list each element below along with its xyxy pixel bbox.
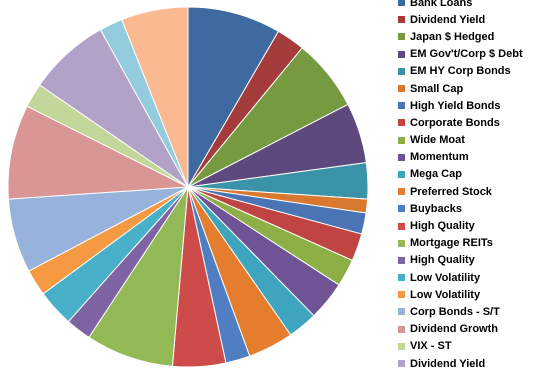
legend-item: Dividend Yield <box>398 11 558 28</box>
legend-label: Dividend Yield <box>410 13 486 26</box>
legend-label: Low Volatility <box>410 288 481 301</box>
legend-label: Japan $ Hedged <box>410 30 495 43</box>
legend-swatch <box>398 222 405 230</box>
legend-label: Momentum <box>410 151 469 164</box>
legend-label: Corporate Bonds <box>410 116 500 129</box>
legend-swatch <box>398 67 405 75</box>
chart-legend: Bank Loans Dividend Yield Japan $ Hedged EM… <box>398 0 558 372</box>
legend-swatch <box>398 205 405 213</box>
pie-chart <box>7 6 369 368</box>
legend-label: High Quality <box>410 220 475 233</box>
legend-swatch <box>398 0 405 7</box>
legend-item: High Quality <box>398 252 558 269</box>
legend-label: High Quality <box>410 254 475 267</box>
legend-item: Low Volatility <box>398 269 558 286</box>
legend-item: Preferred Stock <box>398 183 558 200</box>
legend-label: EM HY Corp Bonds <box>410 65 511 78</box>
legend-swatch <box>398 102 405 110</box>
legend-item: VIX - ST <box>398 338 558 355</box>
legend-label: Preferred Stock <box>410 185 492 198</box>
legend-label: EM Gov't/Corp $ Debt <box>410 48 523 61</box>
legend-swatch <box>398 85 405 93</box>
legend-item: Japan $ Hedged <box>398 28 558 45</box>
legend-item: Small Cap <box>398 80 558 97</box>
legend-item: Mortgage REITs <box>398 235 558 252</box>
legend-label: Mega Cap <box>410 168 462 181</box>
legend-item: High Yield Bonds <box>398 97 558 114</box>
legend-swatch <box>398 33 405 41</box>
legend-swatch <box>398 50 405 58</box>
legend-label: Bank Loans <box>410 0 473 9</box>
legend-swatch <box>398 308 405 316</box>
legend-item: High Quality <box>398 217 558 234</box>
legend-swatch <box>398 119 405 127</box>
pie-slice-0 <box>187 6 280 189</box>
legend-item: EM HY Corp Bonds <box>398 63 558 80</box>
legend-label: Wide Moat <box>410 134 465 147</box>
legend-item: Corporate Bonds <box>398 114 558 131</box>
legend-item: Buybacks <box>398 200 558 217</box>
legend-swatch <box>398 325 405 333</box>
legend-swatch <box>398 239 405 247</box>
legend-swatch <box>398 360 405 368</box>
legend-swatch <box>398 16 405 24</box>
legend-label: Dividend Yield <box>410 357 486 370</box>
legend-label: Corp Bonds - S/T <box>410 305 500 318</box>
legend-item: Wide Moat <box>398 132 558 149</box>
legend-swatch <box>398 256 405 264</box>
legend-label: Buybacks <box>410 202 462 215</box>
legend-item: Momentum <box>398 149 558 166</box>
legend-item: Dividend Yield <box>398 355 558 372</box>
legend-item: Bank Loans <box>398 0 558 11</box>
legend-label: VIX - ST <box>410 340 452 353</box>
legend-label: High Yield Bonds <box>410 99 501 112</box>
legend-label: Low Volatility <box>410 271 481 284</box>
legend-swatch <box>398 188 405 196</box>
pie-slice-23 <box>121 6 189 188</box>
legend-swatch <box>398 342 405 350</box>
legend-swatch <box>398 274 405 282</box>
legend-item: Corp Bonds - S/T <box>398 303 558 320</box>
legend-label: Small Cap <box>410 82 464 95</box>
legend-label: Mortgage REITs <box>410 237 493 250</box>
legend-item: Dividend Growth <box>398 321 558 338</box>
legend-swatch <box>398 136 405 144</box>
legend-label: Dividend Growth <box>410 323 498 336</box>
legend-swatch <box>398 153 405 161</box>
legend-swatch <box>398 170 405 178</box>
legend-item: EM Gov't/Corp $ Debt <box>398 46 558 63</box>
legend-item: Low Volatility <box>398 286 558 303</box>
legend-swatch <box>398 291 405 299</box>
pie-slice-19 <box>7 105 190 200</box>
legend-item: Mega Cap <box>398 166 558 183</box>
